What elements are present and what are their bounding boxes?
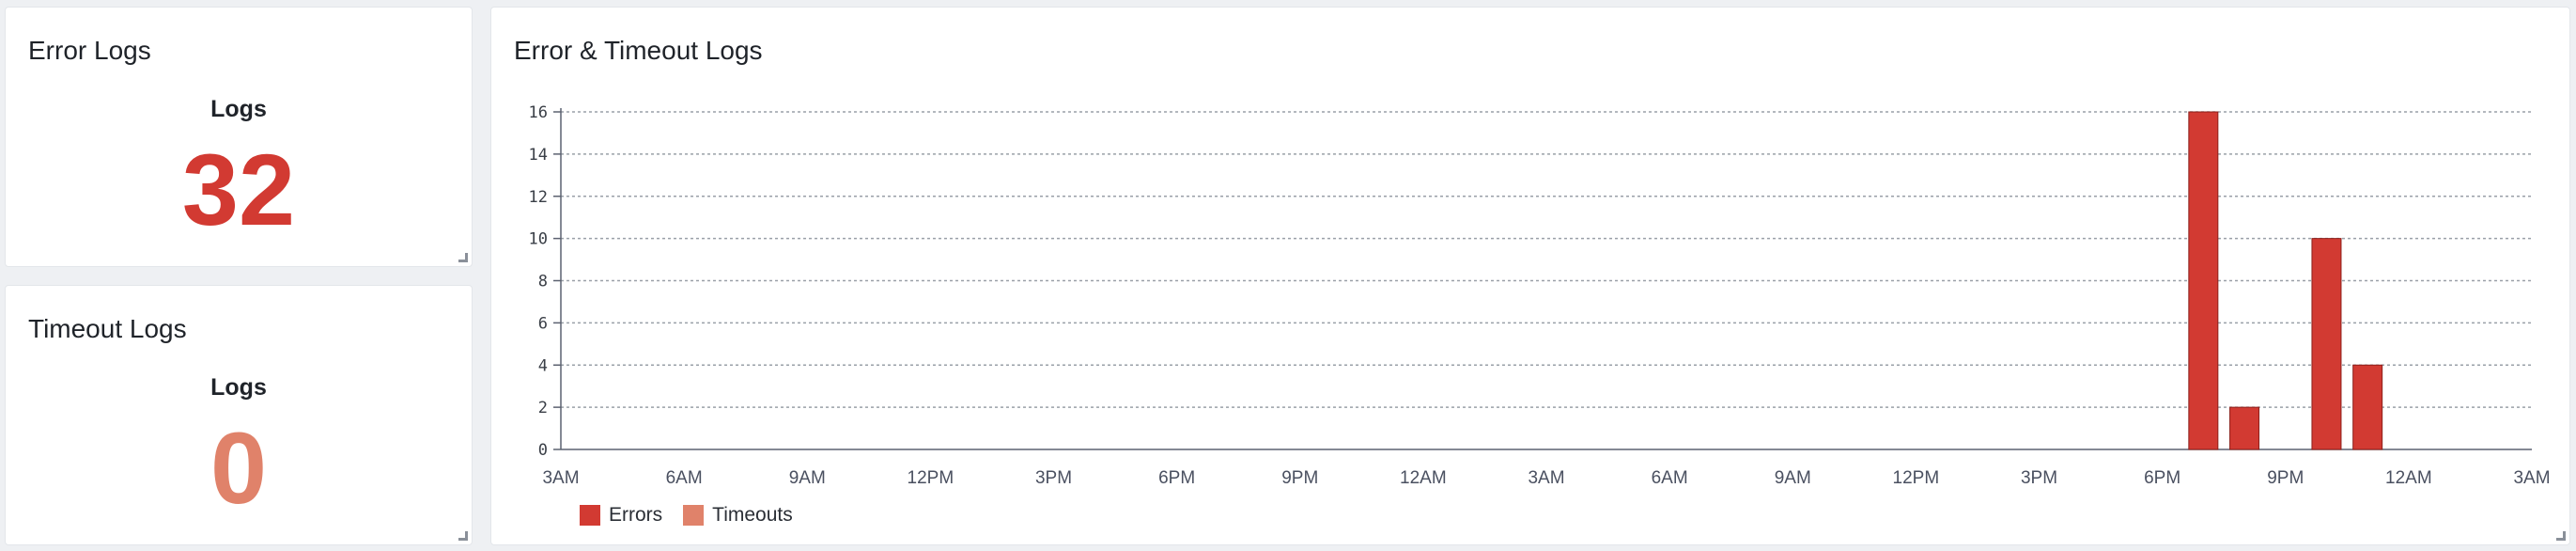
error-count-value: 32 <box>181 133 296 246</box>
y-tick-label: 8 <box>538 273 548 291</box>
resize-handle-icon[interactable] <box>458 531 468 541</box>
x-tick-label: 6PM <box>2144 468 2180 488</box>
bar-chart: 0 2 4 6 8 10 12 14 16 3AM 6AM 9AM 12PM 3PM 6PM 9PM 12AM 3… <box>529 103 2551 488</box>
x-tick-label: 3PM <box>1035 468 1072 488</box>
stat-label: Logs <box>210 374 267 401</box>
x-tick-label: 6PM <box>1158 468 1195 488</box>
resize-handle-icon[interactable] <box>458 253 468 262</box>
x-tick-label: 9AM <box>789 468 826 488</box>
x-tick-label: 9PM <box>1281 468 1318 488</box>
x-tick-label: 3AM <box>1528 468 1564 488</box>
panel-title: Error & Timeout Logs <box>514 36 763 65</box>
y-tick-label: 14 <box>529 146 548 165</box>
y-tick-label: 6 <box>538 314 548 333</box>
legend-item-errors[interactable]: Errors <box>580 504 662 527</box>
legend-item-timeouts[interactable]: Timeouts <box>683 504 793 527</box>
panel-title: Timeout Logs <box>28 314 187 343</box>
bar-errors <box>2229 406 2260 450</box>
chart-legend: Errors Timeouts <box>580 504 793 527</box>
x-tick-label: 3AM <box>2513 468 2550 488</box>
bar-errors <box>2311 238 2342 450</box>
timeout-logs-panel: Timeout Logs Logs 0 <box>5 285 473 545</box>
y-tick-label: 4 <box>538 356 548 375</box>
x-tick-label: 12AM <box>2385 468 2432 488</box>
x-tick-label: 3PM <box>2021 468 2057 488</box>
legend-label: Timeouts <box>712 504 793 526</box>
bar-errors <box>2188 111 2219 450</box>
y-tick-label: 16 <box>529 103 548 122</box>
y-tick-label: 10 <box>529 230 548 249</box>
x-tick-label: 12PM <box>1893 468 1940 488</box>
panel-title: Error Logs <box>28 36 151 65</box>
legend-swatch-timeouts <box>683 505 705 526</box>
x-tick-label: 9AM <box>1775 468 1811 488</box>
error-timeout-chart-panel: Error & Timeout Logs 0 2 4 6 8 10 12 14 16 3AM 6AM… <box>490 7 2570 545</box>
stat-label: Logs <box>210 96 267 122</box>
x-tick-label: 9PM <box>2267 468 2304 488</box>
x-tick-label: 6AM <box>666 468 703 488</box>
x-tick-label: 12PM <box>908 468 954 488</box>
x-tick-label: 12AM <box>1400 468 1447 488</box>
legend-label: Errors <box>609 504 663 526</box>
y-tick-label: 2 <box>538 399 548 417</box>
bar-errors <box>2352 364 2383 450</box>
legend-swatch-errors <box>580 505 600 526</box>
x-tick-label: 3AM <box>542 468 579 488</box>
resize-handle-icon[interactable] <box>2556 531 2566 541</box>
error-logs-panel: Error Logs Logs 32 <box>5 7 473 267</box>
y-tick-label: 0 <box>538 441 548 460</box>
x-tick-label: 6AM <box>1652 468 1688 488</box>
timeout-count-value: 0 <box>209 411 268 525</box>
y-tick-label: 12 <box>529 188 548 207</box>
